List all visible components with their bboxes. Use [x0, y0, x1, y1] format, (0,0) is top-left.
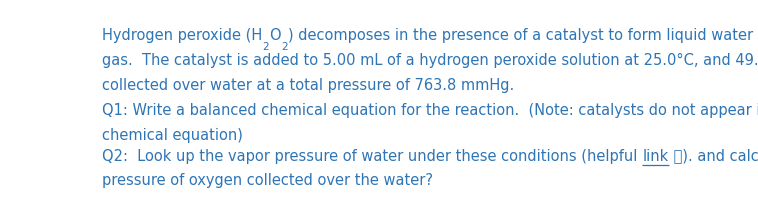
Text: gas.  The catalyst is added to 5.00 mL of a hydrogen peroxide solution at 25.0°C: gas. The catalyst is added to 5.00 mL of…: [102, 53, 758, 68]
Text: collected over water at a total pressure of 763.8 mmHg.: collected over water at a total pressure…: [102, 78, 515, 93]
Text: Q1: Write a balanced chemical equation for the reaction.  (Note: catalysts do no: Q1: Write a balanced chemical equation f…: [102, 103, 758, 118]
Text: Hydrogen peroxide (H: Hydrogen peroxide (H: [102, 28, 262, 43]
Text: 2: 2: [281, 42, 287, 52]
Text: 2: 2: [262, 42, 269, 52]
Text: pressure of oxygen collected over the water?: pressure of oxygen collected over the wa…: [102, 173, 434, 188]
Text: ⧉). and calculate the partial: ⧉). and calculate the partial: [669, 149, 758, 164]
Text: ) decomposes in the presence of a catalyst to form liquid water and oxygen: ) decomposes in the presence of a cataly…: [287, 28, 758, 43]
Text: O: O: [269, 28, 281, 43]
Text: chemical equation): chemical equation): [102, 128, 243, 143]
Text: Q2:  Look up the vapor pressure of water under these conditions (helpful: Q2: Look up the vapor pressure of water …: [102, 149, 642, 164]
Text: link: link: [642, 149, 669, 164]
